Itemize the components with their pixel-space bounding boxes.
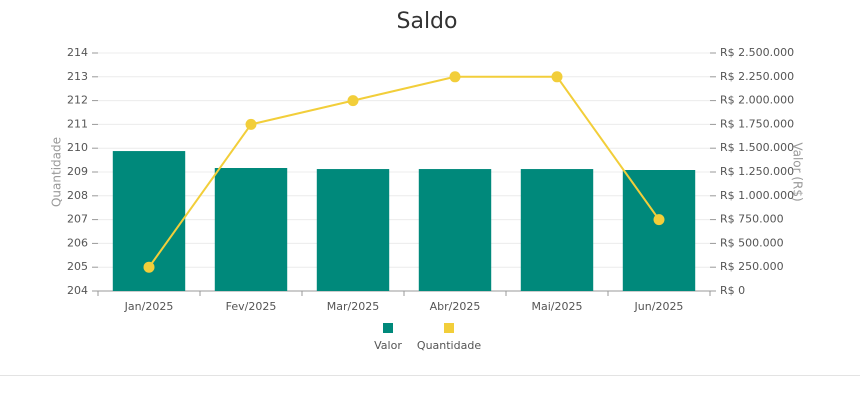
- y2-tick-label: R$ 1.250.000: [720, 165, 794, 178]
- bar: [520, 169, 594, 291]
- y-tick-label: 206: [67, 236, 88, 249]
- y2-tick-label: R$ 0: [720, 284, 745, 297]
- y2-tick-label: R$ 2.250.000: [720, 70, 794, 83]
- legend-label: Valor: [374, 339, 402, 352]
- y-axis-title: Quantidade: [50, 137, 64, 207]
- y-tick-label: 207: [67, 213, 88, 226]
- point: [245, 118, 257, 130]
- y-tick-label: 204: [67, 284, 88, 297]
- legend-marker: [383, 323, 393, 333]
- legend-label: Quantidade: [417, 339, 481, 352]
- y-tick-label: 212: [67, 94, 88, 107]
- y2-tick-label: R$ 500.000: [720, 236, 784, 249]
- y-tick-label: 210: [67, 141, 88, 154]
- bar: [316, 169, 390, 291]
- y-tick-label: 213: [67, 70, 88, 83]
- y-tick-label: 211: [67, 117, 88, 130]
- y2-tick-label: R$ 1.000.000: [720, 189, 794, 202]
- bar: [214, 168, 288, 291]
- y2-tick-label: R$ 1.750.000: [720, 117, 794, 130]
- y-tick-label: 214: [67, 46, 88, 59]
- y2-tick-label: R$ 250.000: [720, 260, 784, 273]
- x-tick-label: Jan/2025: [124, 300, 174, 313]
- bar: [622, 170, 696, 291]
- line: [148, 75, 660, 268]
- y2-tick-label: R$ 2.000.000: [720, 94, 794, 107]
- x-tick-label: Mar/2025: [327, 300, 379, 313]
- chart-title: Saldo: [397, 9, 458, 34]
- point: [143, 261, 155, 273]
- x-tick-label: Jun/2025: [634, 300, 684, 313]
- y-tick-label: 208: [67, 189, 88, 202]
- bar: [418, 169, 492, 291]
- x-tick-label: Mai/2025: [532, 300, 583, 313]
- y-tick-label: 209: [67, 165, 88, 178]
- y2-axis-title: Valor (R$): [791, 142, 805, 201]
- point: [347, 95, 359, 107]
- point: [653, 214, 665, 226]
- legend-marker: [444, 323, 454, 333]
- point: [449, 71, 461, 83]
- y-tick-label: 205: [67, 260, 88, 273]
- y2-tick-label: R$ 1.500.000: [720, 141, 794, 154]
- x-tick-label: Fev/2025: [226, 300, 277, 313]
- y2-tick-label: R$ 750.000: [720, 213, 784, 226]
- point: [551, 71, 563, 83]
- x-tick-label: Abr/2025: [430, 300, 481, 313]
- y2-tick-label: R$ 2.500.000: [720, 46, 794, 59]
